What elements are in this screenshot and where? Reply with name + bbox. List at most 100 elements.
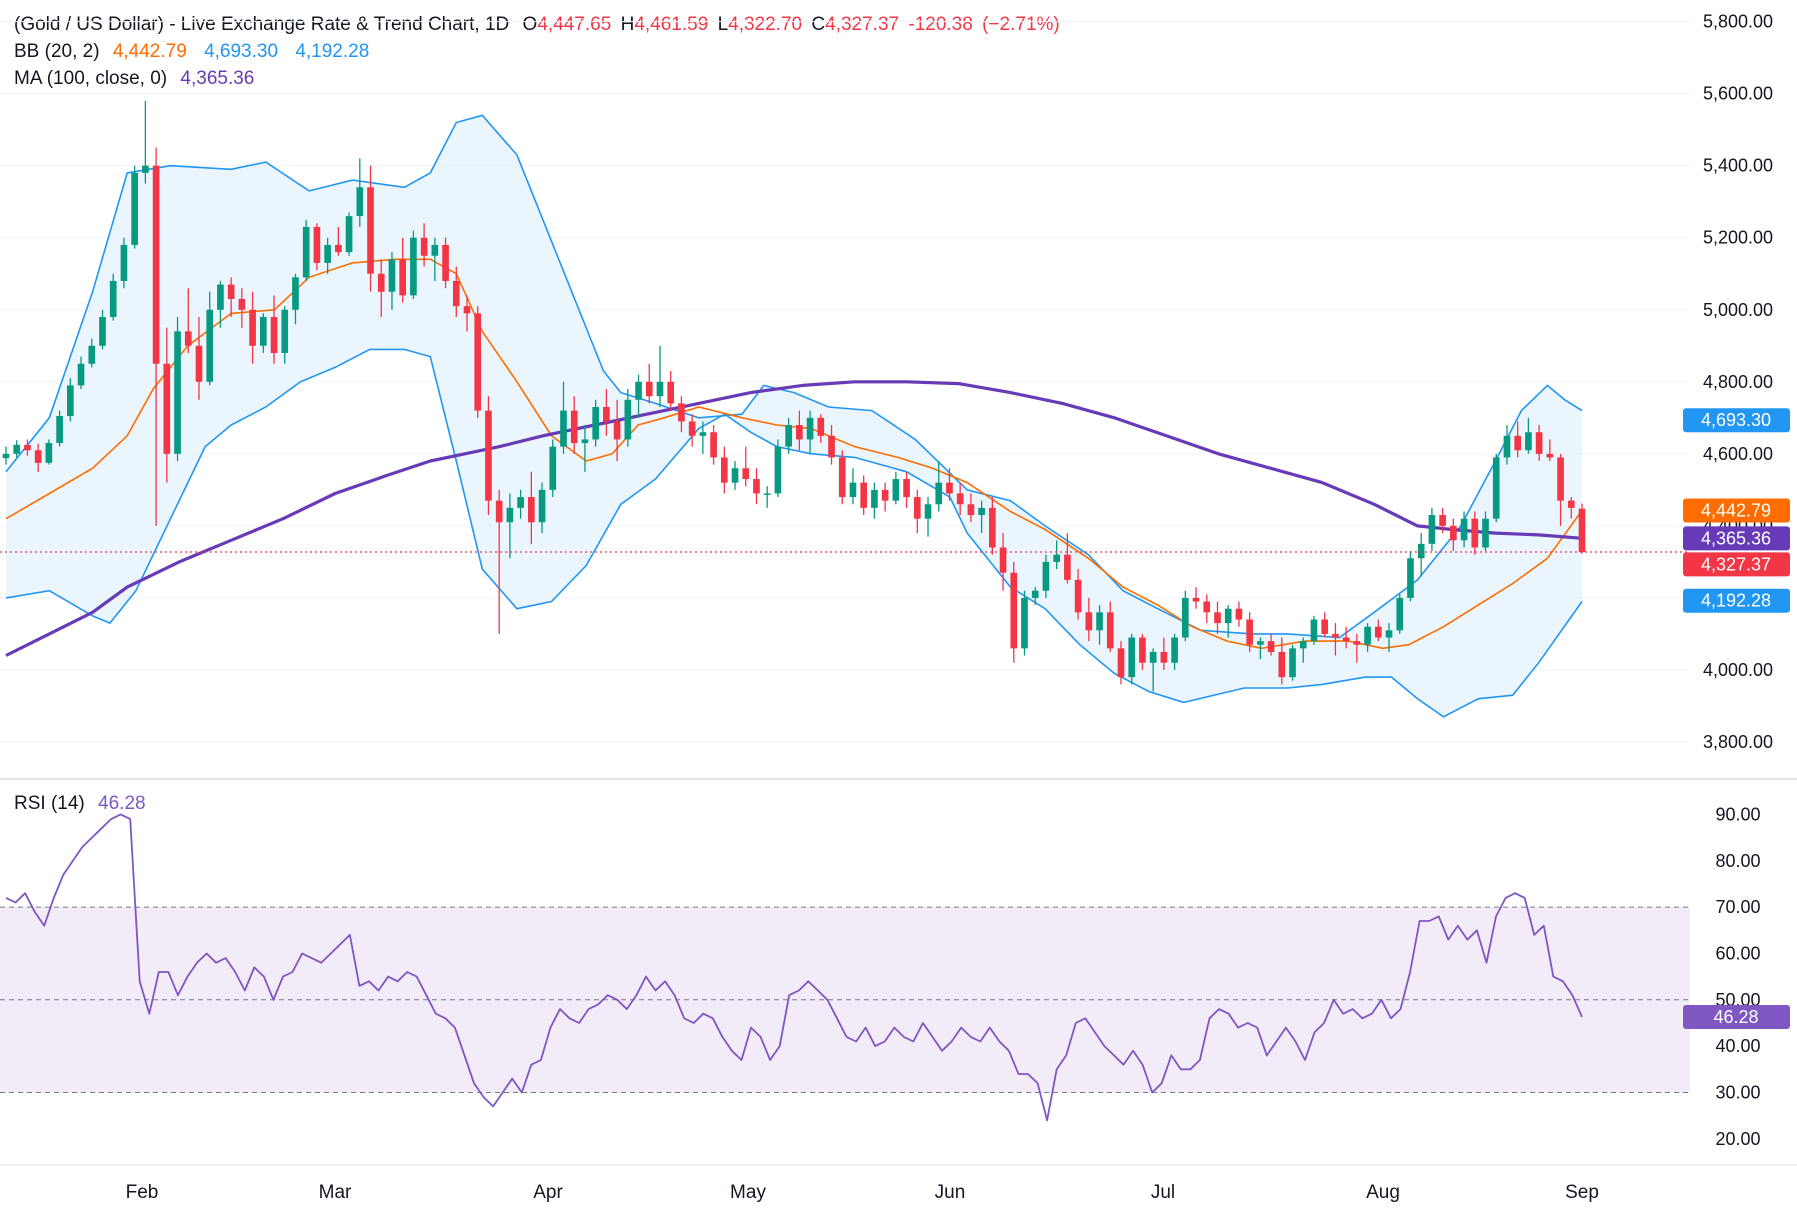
candle-body: [538, 489, 546, 523]
candle-body: [142, 165, 149, 173]
candle-body: [34, 450, 42, 463]
price-badge-label: 4,365.36: [1701, 528, 1771, 548]
price-badges: 4,693.30 4,442.79 4,365.36 4,327.37 4,192.28: [1683, 408, 1790, 613]
rsi-axis-label: 50.00: [1715, 990, 1760, 1010]
candle-body: [1310, 619, 1318, 642]
candle-body: [688, 421, 696, 436]
candle-body: [56, 416, 63, 444]
candle-body: [956, 493, 964, 505]
candle-body: [281, 309, 289, 353]
candle-body: [184, 331, 192, 346]
candle-body: [1385, 630, 1393, 638]
candle-body: [1460, 518, 1468, 541]
candle-body: [892, 479, 900, 501]
legend-title: (Gold / US Dollar) - Live Exchange Rate …: [14, 14, 510, 35]
legend-rsi-value: 46.28: [98, 793, 146, 814]
candle-body: [152, 165, 160, 364]
candle-body: [1171, 637, 1178, 663]
price-axis-label: 4,000.00: [1703, 660, 1773, 680]
legend-ma-label: MA (100, close, 0): [14, 68, 168, 89]
candle-body: [1471, 518, 1479, 548]
candle-body: [377, 273, 385, 292]
ma100-path: [5, 380, 1583, 657]
time-axis-label: Apr: [533, 1182, 563, 1203]
candle-body: [774, 446, 782, 494]
price-axis-label: 4,600.00: [1703, 444, 1773, 464]
candle-body: [1514, 435, 1521, 451]
time-axis-label: Mar: [319, 1182, 352, 1203]
bb-upper-line: [5, 114, 1583, 639]
candle-body: [1160, 651, 1168, 663]
rsi-axis-label: 40.00: [1715, 1036, 1760, 1056]
price-axis-label: 5,400.00: [1703, 156, 1773, 176]
price-badge-label: 4,192.28: [1701, 591, 1771, 611]
candle-body: [474, 313, 482, 411]
candle-body: [345, 216, 353, 253]
candle-body: [302, 226, 310, 278]
candle-body: [1525, 432, 1532, 451]
candle-body: [292, 277, 299, 310]
candle-body: [1031, 590, 1039, 598]
candle-body: [656, 381, 664, 397]
candle-body: [1450, 525, 1457, 541]
candle-body: [45, 443, 53, 463]
candle-body: [452, 280, 460, 307]
candle-body: [195, 345, 203, 382]
candle-body: [1235, 608, 1243, 620]
candle-body: [817, 417, 825, 436]
candle-body: [1439, 515, 1446, 526]
candle-body: [420, 237, 428, 256]
legend-change: -120.38: [908, 14, 973, 35]
candle-body: [1117, 648, 1125, 678]
candle-body: [367, 187, 374, 274]
candle-body: [924, 504, 932, 519]
candle-body: [913, 497, 921, 519]
candle-body: [463, 306, 471, 314]
candle-body: [592, 407, 599, 440]
candle-body: [560, 410, 567, 447]
candle-body: [163, 363, 171, 454]
candle-body: [1492, 457, 1500, 519]
rsi-axis-label: 30.00: [1715, 1082, 1760, 1102]
candle-body: [796, 425, 803, 440]
candle-body: [249, 309, 256, 346]
candle-body: [88, 345, 96, 364]
candle-body: [131, 172, 138, 245]
candle-body: [742, 468, 750, 480]
candle-body: [324, 244, 331, 263]
bb-middle-line: [5, 258, 1583, 650]
rsi-badge-label: 46.28: [1713, 1007, 1758, 1027]
candle-body: [270, 316, 278, 353]
candle-body: [2, 453, 10, 459]
candle-body: [259, 316, 267, 346]
candle-body: [1332, 633, 1339, 638]
candle-body: [109, 280, 117, 317]
price-axis-label: 5,000.00: [1703, 300, 1773, 320]
candle-body: [710, 432, 717, 458]
candles: [0, 100, 1690, 692]
price-axis-label: 5,600.00: [1703, 84, 1773, 104]
candle-body: [1557, 457, 1564, 501]
price-badge-label: 4,442.79: [1701, 500, 1771, 520]
candle-body: [77, 363, 85, 386]
bollinger-bands: [5, 114, 1583, 718]
candle-body: [495, 500, 503, 523]
legend-open: O4,447.65: [522, 14, 612, 35]
candle-body: [849, 482, 857, 498]
candle-body: [1396, 597, 1404, 631]
candle-body: [999, 547, 1007, 573]
legend-rsi-label: RSI (14): [14, 793, 85, 814]
candle-body: [1074, 579, 1082, 613]
candle-body: [24, 444, 31, 451]
rsi-axis-label: 80.00: [1715, 851, 1760, 871]
candle-body: [871, 489, 878, 508]
candle-body: [1407, 558, 1414, 598]
candle-body: [1224, 608, 1232, 624]
rsi-axis-label: 20.00: [1715, 1129, 1760, 1149]
price-axis-label: 3,800.00: [1703, 732, 1773, 752]
candle-body: [485, 410, 492, 501]
candle-body: [1021, 597, 1028, 649]
candle-body: [935, 482, 943, 505]
candle-body: [1578, 508, 1586, 553]
